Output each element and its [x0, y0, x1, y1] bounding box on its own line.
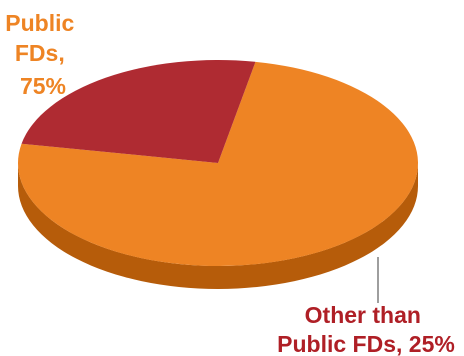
- pie-slice-1: [21, 60, 256, 163]
- label-line: 75%: [20, 73, 66, 99]
- pie-sides: [18, 163, 418, 289]
- slice-label-other: Other than Public FDs, 25%: [277, 302, 455, 356]
- label-line: FDs,: [15, 40, 65, 66]
- label-line: Public FDs, 25%: [277, 331, 455, 356]
- label-line: Public: [5, 10, 74, 36]
- pie-slice-0: [17, 61, 418, 266]
- label-line: Other than: [305, 302, 421, 328]
- slice-label-public-fds: Public FDs, 75%: [5, 10, 80, 99]
- pie-tops: [17, 60, 418, 266]
- pie-side-0: [18, 163, 418, 289]
